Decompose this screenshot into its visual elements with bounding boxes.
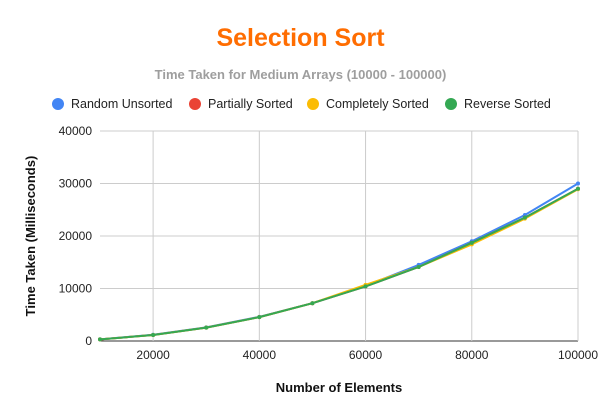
- data-point-reverse-sorted: [416, 264, 421, 269]
- series-line-reverse-sorted: [99, 187, 579, 341]
- data-point-reverse-sorted: [204, 325, 209, 330]
- data-point-reverse-sorted: [576, 186, 580, 191]
- legend-item: Completely Sorted: [307, 95, 429, 113]
- data-point-reverse-sorted: [151, 332, 156, 337]
- x-tick-label: 80000: [455, 348, 489, 362]
- legend-marker: [445, 98, 457, 110]
- legend-item: Reverse Sorted: [445, 95, 551, 113]
- legend-label: Reverse Sorted: [464, 97, 551, 111]
- legend-label: Random Unsorted: [71, 97, 173, 111]
- data-point-reverse-sorted: [469, 240, 474, 245]
- chart-subtitle: Time Taken for Medium Arrays (10000 - 10…: [154, 67, 447, 82]
- legend-marker: [52, 98, 64, 110]
- x-tick-label: 100000: [558, 348, 598, 362]
- legend-label: Partially Sorted: [208, 97, 293, 111]
- y-tick-label: 30000: [59, 177, 93, 191]
- y-tick-label: 20000: [59, 229, 93, 243]
- data-point-reverse-sorted: [363, 284, 368, 289]
- series-line-random-unsorted: [99, 182, 579, 341]
- legend-marker: [307, 98, 319, 110]
- data-point-reverse-sorted: [257, 315, 262, 320]
- data-point-reverse-sorted: [522, 215, 527, 220]
- data-point-random-unsorted: [576, 181, 580, 186]
- x-tick-label: 40000: [243, 348, 277, 362]
- y-tick-label: 0: [85, 334, 92, 348]
- x-tick-label: 60000: [349, 348, 383, 362]
- y-tick-label: 10000: [59, 282, 93, 296]
- data-point-reverse-sorted: [98, 337, 102, 342]
- legend-item: Partially Sorted: [189, 95, 293, 113]
- x-tick-label: 20000: [136, 348, 170, 362]
- y-axis-label: Time Taken (Milliseconds): [23, 156, 38, 317]
- legend-marker: [189, 98, 201, 110]
- series-line-completely-sorted: [99, 188, 579, 341]
- y-tick-label: 40000: [59, 124, 93, 138]
- x-axis-label: Number of Elements: [276, 380, 402, 395]
- legend-label: Completely Sorted: [326, 97, 429, 111]
- series-line-partially-sorted: [99, 187, 579, 341]
- legend: Random Unsorted Partially Sorted Completel…: [0, 95, 601, 113]
- chart-title: Selection Sort: [216, 24, 385, 52]
- data-point-reverse-sorted: [310, 301, 315, 306]
- legend-item: Random Unsorted: [52, 95, 172, 113]
